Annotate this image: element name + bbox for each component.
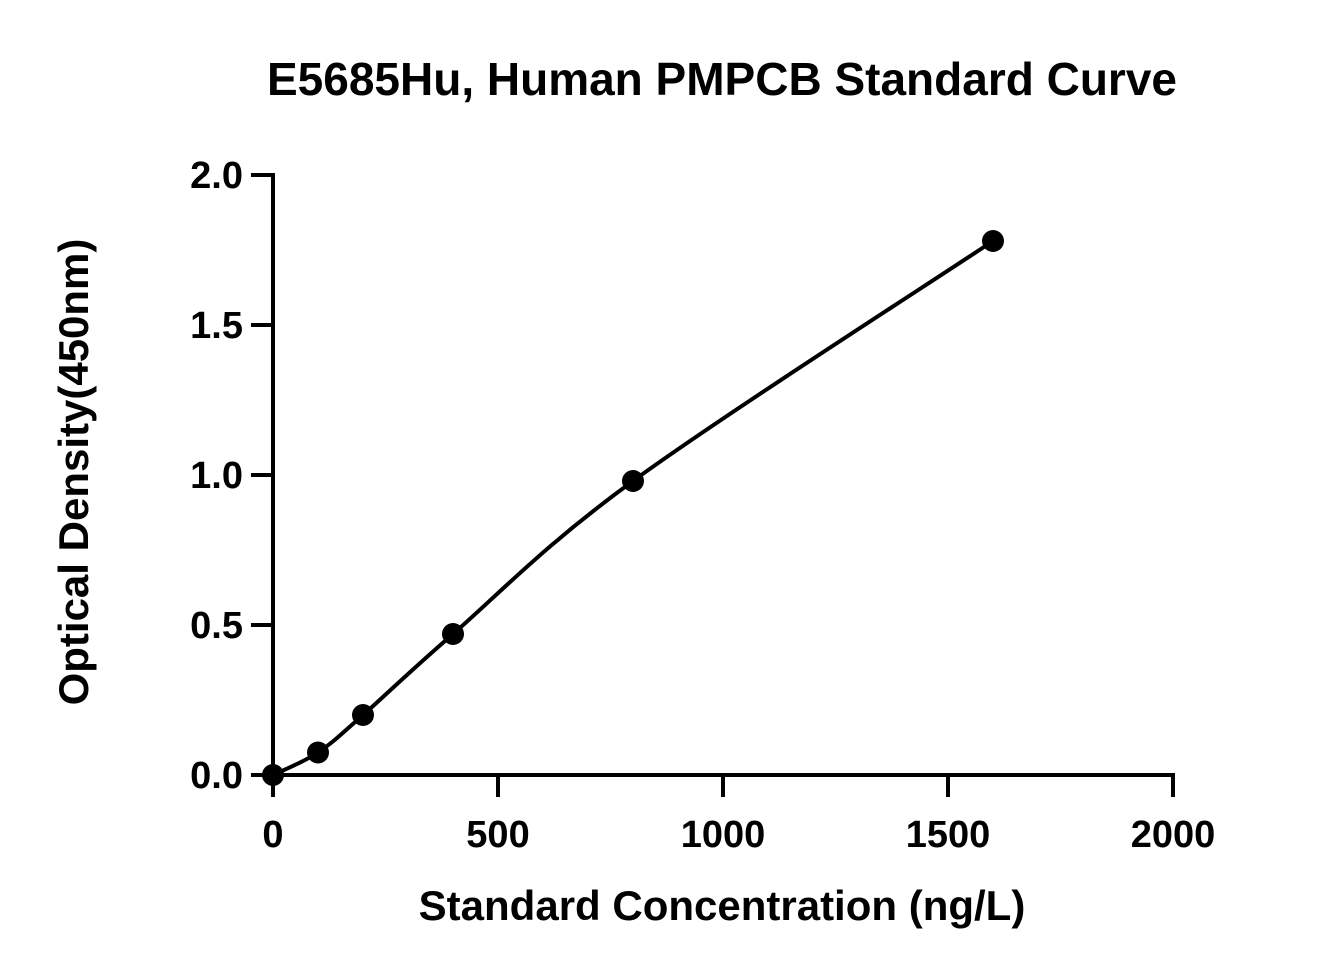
y-tick-label: 0.0 — [190, 755, 243, 797]
data-point — [262, 764, 284, 786]
chart-title: E5685Hu, Human PMPCB Standard Curve — [267, 53, 1177, 105]
x-tick-label: 0 — [262, 814, 283, 856]
data-point — [622, 470, 644, 492]
data-point — [352, 704, 374, 726]
x-axis-label: Standard Concentration (ng/L) — [419, 882, 1026, 929]
y-tick-label: 1.0 — [190, 455, 243, 497]
data-point — [307, 741, 329, 764]
y-tick-label: 0.5 — [190, 605, 243, 647]
y-tick-label: 2.0 — [190, 155, 243, 197]
y-axis-label: Optical Density(450nm) — [50, 239, 97, 706]
data-point — [442, 623, 464, 645]
data-point — [982, 230, 1004, 252]
y-tick-label: 1.5 — [190, 305, 243, 347]
y-axis: 0.0 0.5 1.0 1.5 2.0 — [190, 155, 275, 797]
x-tick-label: 1500 — [906, 814, 991, 856]
x-tick-label: 500 — [466, 814, 529, 856]
x-tick-label: 1000 — [681, 814, 766, 856]
fit-curve — [272, 239, 995, 777]
x-axis: 0 500 1000 1500 2000 — [262, 773, 1216, 856]
x-tick-label: 2000 — [1131, 814, 1216, 856]
data-points — [262, 230, 1004, 786]
